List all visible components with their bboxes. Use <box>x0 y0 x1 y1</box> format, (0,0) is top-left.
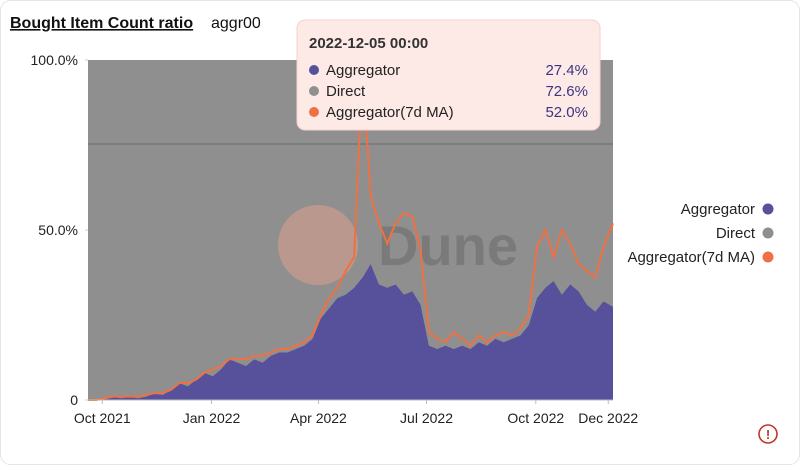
x-tick-label: Oct 2022 <box>507 410 564 426</box>
legend-label: Direct <box>716 225 756 242</box>
tooltip-swatch <box>309 107 319 117</box>
tooltip-value: 27.4% <box>545 62 588 79</box>
watermark: Dune <box>378 214 518 277</box>
tooltip-label: Direct <box>326 83 366 100</box>
alert-icon-mark: ! <box>766 427 770 442</box>
y-tick-label: 50.0% <box>38 222 78 238</box>
tooltip-box <box>296 19 601 131</box>
y-tick-label: 100.0% <box>31 52 78 68</box>
legend-swatch <box>762 203 774 215</box>
chart-title[interactable]: Bought Item Count ratio <box>10 15 193 32</box>
x-tick-label: Dec 2022 <box>578 410 638 426</box>
legend: Aggregator Direct Aggregator(7d MA) <box>627 201 774 266</box>
chart-subtitle: aggr00 <box>211 15 261 32</box>
area <box>88 60 613 400</box>
x-tick-label: Jan 2022 <box>183 410 241 426</box>
legend-label: Aggregator(7d MA) <box>627 249 755 266</box>
line <box>88 66 614 401</box>
legend-swatch <box>762 251 774 263</box>
watermark-logo <box>278 205 358 285</box>
x-tick-label: Apr 2022 <box>290 410 347 426</box>
tooltip-swatch <box>309 65 319 75</box>
tooltip-value: 52.0% <box>545 104 588 121</box>
tooltip-title: 2022-12-05 00:00 <box>309 35 428 52</box>
tooltip-label: Aggregator <box>326 62 400 79</box>
alert-icon[interactable] <box>758 424 778 444</box>
tooltip-swatch <box>309 86 319 96</box>
x-tick-label: Oct 2021 <box>74 410 131 426</box>
tooltip-value: 72.6% <box>545 83 588 100</box>
tooltip-label: Aggregator(7d MA) <box>326 104 454 121</box>
tooltip: 2022-12-05 00:00 Aggregator 27.4% Direct 72.… <box>296 19 601 131</box>
legend-swatch <box>762 227 774 239</box>
y-tick-label: 0 <box>70 392 78 408</box>
area <box>88 264 613 400</box>
x-tick-label: Jul 2022 <box>400 410 453 426</box>
legend-label: Aggregator <box>681 201 755 218</box>
